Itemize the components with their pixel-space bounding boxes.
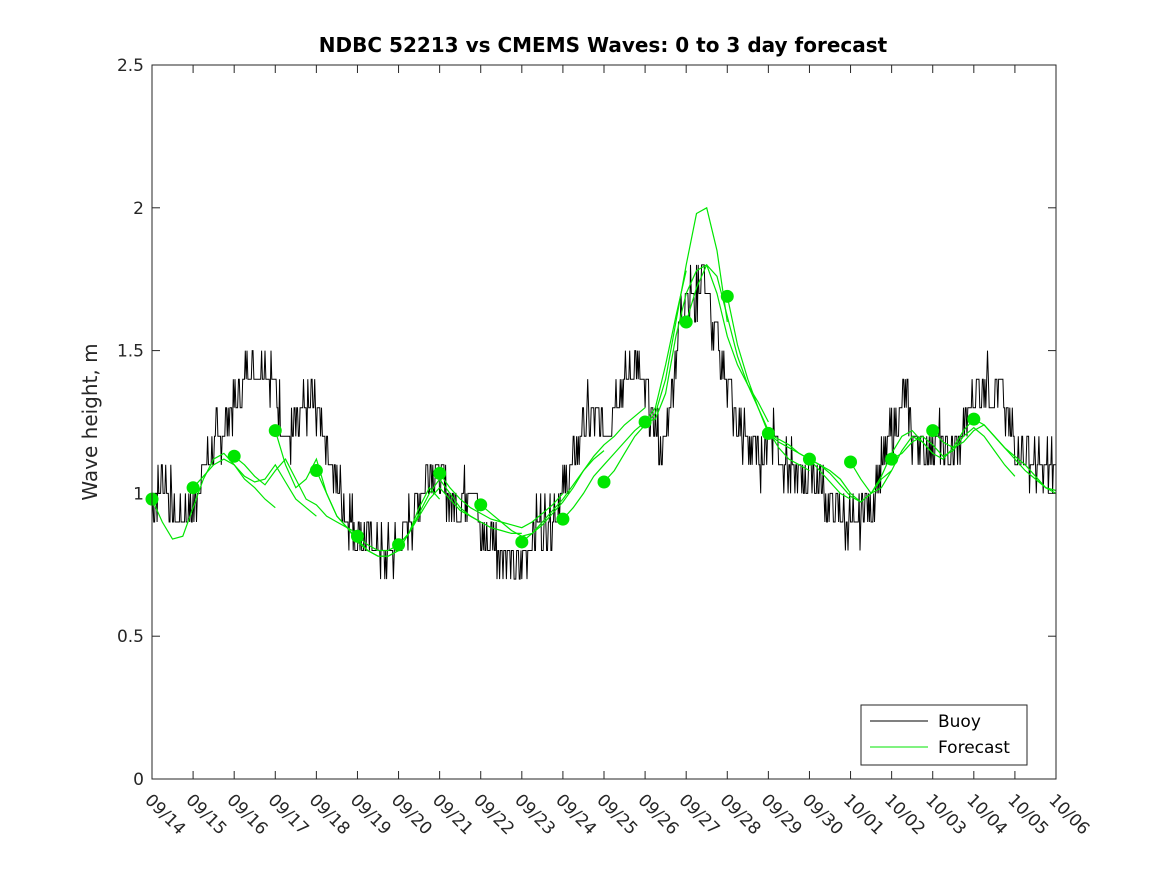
legend-box (860, 704, 1028, 766)
x-tick-label: 09/29 (757, 790, 806, 839)
y-tick-label: 1 (133, 484, 144, 504)
legend: Buoy Forecast (860, 704, 1028, 766)
x-tick-label: 09/30 (798, 790, 847, 839)
forecast-series-line (357, 486, 481, 552)
plot-area (152, 65, 1056, 779)
forecast-start-point (967, 412, 981, 426)
forecast-start-point (844, 455, 858, 469)
x-tick-label: 10/04 (962, 790, 1011, 839)
forecast-start-point (885, 452, 899, 466)
axes-frame (151, 64, 1057, 780)
y-tick-label: 0.5 (117, 627, 144, 647)
x-tick-label: 10/03 (921, 790, 970, 839)
forecast-start-point (309, 464, 323, 478)
legend-buoy-label: Buoy (938, 712, 981, 732)
x-tick-label: 09/20 (387, 790, 436, 839)
y-axis: 0 0.5 1 1.5 2 2.5 (117, 56, 1056, 790)
x-tick-label: 09/23 (510, 790, 559, 839)
forecast-series-line (521, 407, 646, 543)
forecast-start-point (515, 535, 529, 549)
y-tick-label: 2 (133, 199, 144, 219)
y-tick-label: 2.5 (117, 56, 144, 76)
forecast-series-line (398, 478, 522, 546)
forecast-series-line (151, 452, 276, 540)
forecast-series-line (562, 270, 687, 520)
forecast-series-line (233, 455, 358, 534)
forecast-start-point (761, 426, 775, 440)
series-layer (151, 206, 1057, 580)
forecast-markers (145, 289, 981, 552)
x-tick-label: 10/05 (1003, 790, 1052, 839)
x-tick-label: 09/15 (182, 790, 231, 839)
forecast-start-point (186, 481, 200, 495)
forecast-start-point (392, 538, 406, 552)
forecast-start-point (926, 424, 940, 438)
x-tick-label: 09/26 (634, 790, 683, 839)
y-tick-label: 0 (133, 770, 144, 790)
x-tick-label: 09/28 (716, 790, 765, 839)
x-tick-label: 09/24 (551, 790, 600, 839)
x-tick-label: 09/25 (592, 790, 641, 839)
forecast-start-point (679, 315, 693, 329)
forecast-start-point (638, 415, 652, 429)
forecast-series-line (726, 296, 851, 500)
forecast-start-point (433, 466, 447, 480)
x-tick-label: 09/14 (140, 790, 189, 839)
forecast-series-line (192, 458, 317, 517)
forecast-series-line (973, 418, 1057, 492)
forecast-series-line (685, 263, 810, 472)
x-tick-label: 09/22 (469, 790, 518, 839)
x-tick-label: 10/02 (880, 790, 929, 839)
y-tick-label: 1.5 (117, 342, 144, 362)
forecast-start-point (597, 475, 611, 489)
x-tick-label: 10/06 (1044, 790, 1093, 839)
forecast-start-point (802, 452, 816, 466)
forecast-start-point (350, 529, 364, 543)
x-tick-label: 09/27 (675, 790, 724, 839)
forecast-start-point (556, 512, 570, 526)
forecast-series-line (603, 206, 728, 483)
forecast-series-line (315, 470, 441, 557)
forecast-start-point (474, 498, 488, 512)
forecast-start-point (720, 289, 734, 303)
x-tick-label: 09/21 (428, 790, 477, 839)
buoy-series-line (151, 264, 1056, 580)
legend-forecast-label: Forecast (938, 738, 1010, 758)
x-tick-label: 09/16 (223, 790, 272, 839)
x-tick-label: 09/17 (264, 790, 313, 839)
x-tick-label: 10/01 (839, 790, 888, 839)
y-axis-label: Wave height, m (78, 343, 102, 500)
x-tick-label: 09/19 (346, 790, 395, 839)
x-tick-label: 09/18 (305, 790, 354, 839)
chart-title: NDBC 52213 vs CMEMS Waves: 0 to 3 day fo… (319, 33, 888, 57)
forecast-start-point (227, 449, 241, 463)
forecast-start-point (268, 424, 282, 438)
forecast-series-line (891, 426, 1016, 477)
